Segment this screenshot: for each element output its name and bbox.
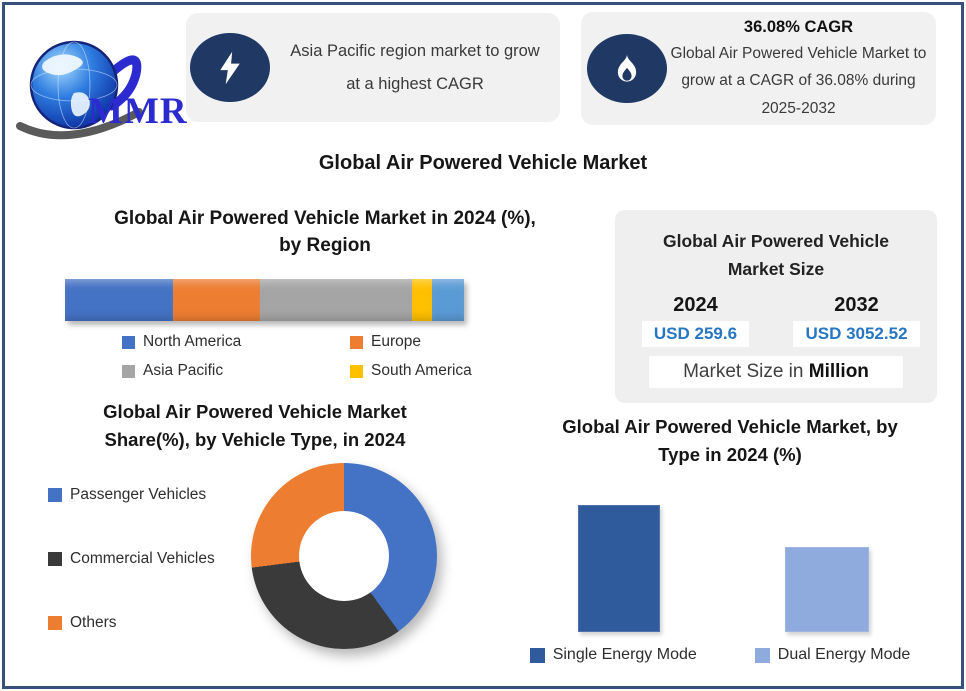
- value-2024: USD 259.6: [641, 321, 750, 347]
- legend-label: Europe: [371, 333, 421, 350]
- type-bars: [545, 455, 885, 632]
- legend-item-north-america: North America: [122, 333, 350, 351]
- market-size-note: Market Size in Million: [649, 356, 903, 388]
- legend-item-south-america: South America: [350, 362, 472, 380]
- legend-label: Passenger Vehicles: [70, 486, 207, 503]
- market-size-columns: 2024 USD 259.6 2032 USD 3052.52: [615, 294, 937, 347]
- region-legend: North America Europe Asia Pacific South Ame…: [122, 333, 472, 380]
- legend-item-passenger-vehicles: Passenger Vehicles: [48, 486, 215, 504]
- region-segment-north-america: [65, 279, 173, 321]
- legend-swatch-north-america: [122, 335, 135, 349]
- legend-swatch-south-america: [350, 364, 363, 378]
- callout-cagr: 36.08% CAGR Global Air Powered Vehicle M…: [581, 12, 936, 125]
- legend-label: Dual Energy Mode: [777, 646, 911, 663]
- region-segment-europe: [172, 279, 261, 321]
- region-segment-segment: [432, 279, 464, 321]
- legend-swatch-europe: [350, 335, 363, 349]
- callout-asia-pacific: Asia Pacific region market to grow at a …: [186, 13, 560, 122]
- bar-single-energy-mode: [578, 505, 660, 632]
- legend-swatch-commercial-vehicles: [48, 552, 62, 566]
- legend-label: Single Energy Mode: [552, 646, 697, 663]
- legend-label: Others: [70, 614, 117, 631]
- flame-badge: [587, 34, 667, 103]
- type-legend: Single Energy Mode Dual Energy Mode: [490, 646, 950, 664]
- market-size-col-2032: 2032 USD 3052.52: [776, 294, 937, 347]
- flame-icon: [617, 53, 637, 82]
- mmr-logo: MMR: [14, 30, 189, 145]
- callout-cagr-text: Global Air Powered Vehicle Market to gro…: [670, 44, 927, 117]
- callout-cagr-title: 36.08% CAGR: [743, 17, 854, 36]
- legend-item-europe: Europe: [350, 333, 472, 351]
- legend-item-single-energy-mode: Single Energy Mode: [529, 646, 697, 664]
- legend-item-commercial-vehicles: Commercial Vehicles: [48, 550, 215, 568]
- legend-swatch-dual-energy-mode: [754, 647, 770, 663]
- year-2032-label: 2032: [834, 294, 879, 316]
- vehicle-type-donut: [251, 463, 437, 649]
- globe-icon: [16, 40, 143, 140]
- callout-cagr-body: 36.08% CAGR Global Air Powered Vehicle M…: [667, 15, 936, 123]
- bar-dual-energy-mode: [785, 547, 869, 632]
- legend-label: Commercial Vehicles: [70, 550, 215, 567]
- region-stacked-bar: [65, 279, 464, 321]
- legend-item-asia-pacific: Asia Pacific: [122, 362, 350, 380]
- legend-label: North America: [143, 333, 242, 350]
- market-size-card: Global Air Powered Vehicle Market Size 2…: [615, 210, 937, 403]
- lightning-badge: [190, 33, 270, 102]
- page-title: Global Air Powered Vehicle Market: [318, 152, 648, 174]
- callout-asia-pacific-text: Asia Pacific region market to grow at a …: [290, 41, 540, 93]
- legend-swatch-single-energy-mode: [529, 647, 545, 663]
- market-size-col-2024: 2024 USD 259.6: [615, 294, 776, 347]
- legend-swatch-passenger-vehicles: [48, 488, 62, 502]
- legend-swatch-asia-pacific: [122, 364, 135, 378]
- region-chart-title: Global Air Powered Vehicle Market in 202…: [114, 208, 536, 256]
- year-2024-label: 2024: [673, 294, 718, 316]
- type-chart-title: Global Air Powered Vehicle Market, by Ty…: [562, 416, 898, 465]
- region-segment-south-america: [412, 279, 433, 321]
- logo-text: MMR: [88, 91, 188, 132]
- lightning-icon: [220, 51, 240, 84]
- legend-item-others: Others: [48, 614, 215, 632]
- legend-item-dual-energy-mode: Dual Energy Mode: [754, 646, 911, 664]
- legend-label: Asia Pacific: [143, 362, 224, 379]
- legend-swatch-others: [48, 616, 62, 630]
- market-size-title: Global Air Powered Vehicle Market Size: [663, 231, 889, 279]
- vehicle-type-legend: Passenger Vehicles Commercial Vehicles Oth…: [48, 486, 215, 632]
- vehicle-type-chart-title: Global Air Powered Vehicle Market Share(…: [103, 401, 407, 450]
- legend-label: South America: [371, 362, 472, 379]
- region-segment-asia-pacific: [260, 279, 413, 321]
- value-2032: USD 3052.52: [793, 321, 920, 347]
